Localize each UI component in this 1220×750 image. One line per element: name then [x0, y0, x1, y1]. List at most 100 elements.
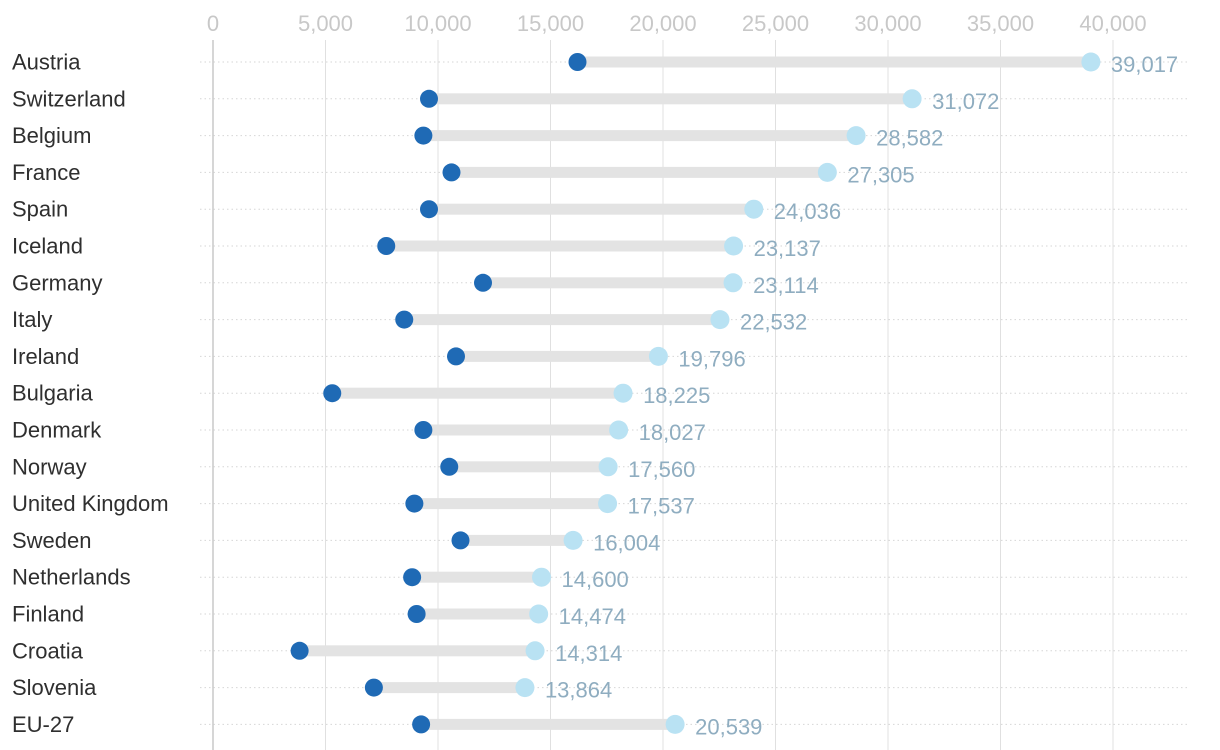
value-label: 18,225 [643, 383, 710, 408]
row-spain: Spain 24,036 [12, 197, 1190, 224]
start-dot [440, 457, 459, 476]
category-label: Finland [12, 602, 84, 627]
range-bar [483, 277, 734, 289]
x-tick-label: 5,000 [298, 11, 353, 36]
x-axis-ticks: 0 5,000 10,000 15,000 20,000 25,000 30,000 35,0… [207, 11, 1147, 36]
start-dot [377, 237, 396, 255]
row-austria: Austria 39,017 [12, 50, 1190, 77]
end-dot [1081, 52, 1101, 72]
range-bar [373, 682, 525, 694]
row-united-kingdom: United Kingdom 17,537 [12, 491, 1190, 519]
chart-rows: Austria 39,017 Switzerland 31,072 Belgium 28,… [12, 50, 1190, 739]
range-bar [451, 166, 828, 178]
category-label: Austria [12, 50, 81, 75]
value-label: 27,305 [847, 162, 914, 187]
x-tick-label: 30,000 [854, 11, 921, 36]
value-label: 19,796 [678, 346, 745, 371]
range-bar [414, 498, 608, 510]
range-bar [423, 130, 857, 142]
range-bar [577, 56, 1091, 68]
row-eu-27: EU-27 20,539 [12, 712, 1190, 739]
row-denmark: Denmark 18,027 [12, 418, 1190, 445]
start-dot [403, 568, 422, 587]
end-dot [598, 494, 618, 514]
start-dot [395, 310, 414, 329]
row-belgium: Belgium 28,582 [12, 123, 1190, 151]
x-tick-label: 25,000 [742, 11, 809, 36]
category-label: Bulgaria [12, 381, 93, 406]
end-dot [665, 714, 685, 734]
x-tick-label: 10,000 [404, 11, 471, 36]
category-label: Ireland [12, 344, 79, 369]
row-netherlands: Netherlands 14,600 [12, 565, 1190, 592]
value-label: 14,474 [559, 604, 626, 629]
row-switzerland: Switzerland 31,072 [12, 86, 1190, 114]
start-dot [290, 641, 309, 660]
x-tick-label: 0 [207, 11, 219, 36]
value-label: 23,114 [753, 273, 819, 298]
x-tick-label: 20,000 [629, 11, 696, 36]
start-dot [405, 494, 424, 513]
value-label: 22,532 [740, 310, 807, 335]
start-dot [451, 531, 470, 550]
row-ireland: Ireland 19,796 [12, 344, 1190, 371]
range-bar [456, 350, 659, 362]
start-dot [323, 384, 342, 403]
start-dot [407, 605, 426, 623]
value-label: 20,539 [695, 714, 762, 739]
value-label: 17,560 [628, 457, 695, 482]
row-finland: Finland 14,474 [12, 602, 1190, 629]
category-label: Slovenia [12, 675, 97, 700]
value-label: 17,537 [628, 494, 695, 519]
category-label: Netherlands [12, 565, 131, 590]
range-bar [429, 203, 754, 215]
end-dot [529, 604, 549, 624]
start-dot [414, 126, 433, 145]
x-tick-label: 35,000 [967, 11, 1034, 36]
value-label: 18,027 [639, 420, 706, 445]
category-label: Switzerland [12, 86, 126, 111]
end-dot [817, 162, 837, 182]
category-label: Spain [12, 197, 68, 222]
row-germany: Germany 23,114 [12, 270, 1190, 298]
category-label: Croatia [12, 638, 84, 663]
category-label: Denmark [12, 418, 102, 443]
end-dot [563, 530, 583, 550]
row-france: France 27,305 [12, 160, 1190, 187]
row-norway: Norway 17,560 [12, 454, 1190, 482]
end-dot [515, 678, 535, 698]
value-label: 24,036 [774, 199, 841, 224]
end-dot [846, 126, 866, 146]
category-label: Italy [12, 307, 52, 332]
category-label: France [12, 160, 80, 185]
end-dot [648, 346, 668, 366]
value-label: 31,072 [932, 89, 999, 114]
end-dot [710, 310, 730, 330]
x-tick-label: 15,000 [517, 11, 584, 36]
range-bar [449, 461, 609, 473]
row-slovenia: Slovenia 13,864 [12, 675, 1190, 703]
start-dot [447, 347, 465, 366]
end-dot [613, 383, 633, 403]
range-bar [460, 534, 574, 546]
end-dot [902, 89, 922, 109]
end-dot [598, 457, 618, 477]
category-label: Norway [12, 454, 87, 479]
value-label: 14,600 [562, 567, 629, 592]
end-dot [724, 236, 744, 256]
value-label: 16,004 [593, 530, 660, 555]
start-dot [412, 715, 431, 734]
start-dot [474, 273, 492, 292]
row-croatia: Croatia 14,314 [12, 638, 1190, 666]
range-bar [299, 645, 536, 657]
category-label: Belgium [12, 123, 91, 148]
range-bar [412, 571, 542, 583]
category-label: Sweden [12, 528, 92, 553]
value-label: 28,582 [876, 126, 943, 151]
row-bulgaria: Bulgaria 18,225 [12, 381, 1190, 408]
range-bar [421, 718, 676, 730]
category-label: Iceland [12, 234, 83, 259]
start-dot [420, 89, 438, 108]
x-tick-label: 40,000 [1079, 11, 1146, 36]
end-dot [609, 420, 629, 440]
